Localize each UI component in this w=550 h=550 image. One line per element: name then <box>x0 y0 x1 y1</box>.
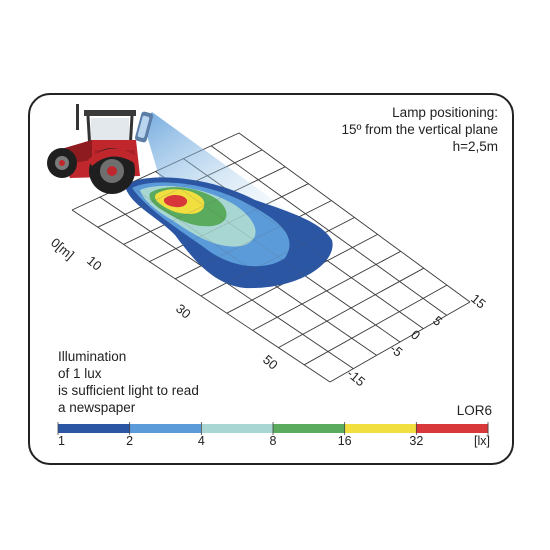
grid-line-transverse <box>226 234 378 314</box>
lateral-tick-15: 15 <box>468 291 489 312</box>
grid-line-transverse <box>149 183 309 262</box>
lux-scale-label: 2 <box>126 434 134 448</box>
lux-scale-segment <box>201 424 274 433</box>
grid-line-longitudinal <box>99 196 354 369</box>
distance-tick-0: 0[m] <box>48 235 77 263</box>
grid-overlay <box>71 132 471 383</box>
lux-scale-segment <box>58 424 131 433</box>
grid-line-longitudinal <box>211 145 447 316</box>
tractor-front-wheel <box>47 148 77 178</box>
lateral-tick-0: 0 <box>408 327 423 343</box>
lux-scale-label: 32 <box>409 434 424 448</box>
grid-line-transverse <box>278 267 425 348</box>
lateral-axis: 15 5 0 -5 -15 <box>344 291 489 390</box>
lux-note: Illumination of 1 lux is sufficient ligh… <box>58 348 199 416</box>
grid-line-transverse <box>252 251 401 331</box>
tractor <box>47 104 154 194</box>
lux-scale-segment <box>344 424 417 433</box>
lux-unit-label: [lx] <box>474 434 490 448</box>
grid-line-longitudinal <box>127 184 377 356</box>
grid-line-longitudinal <box>71 209 331 383</box>
grid-line-transverse <box>329 301 471 383</box>
distance-tick-30: 30 <box>173 301 194 322</box>
model-label: LOR6 <box>456 403 492 418</box>
grid-line-transverse <box>175 200 332 280</box>
grid-line-transverse <box>71 132 240 211</box>
lateral-tick-minus5: -5 <box>387 341 405 360</box>
lux-note-line-2: of 1 lux <box>58 366 102 381</box>
grid-line-longitudinal <box>155 171 401 343</box>
lux-scale-bar <box>57 422 489 435</box>
lux-scale-label: 1 <box>58 434 65 448</box>
lux-scale-label: 16 <box>337 434 352 448</box>
lamp-angle: 15º from the vertical plane <box>341 122 498 137</box>
grid-line-transverse <box>123 166 286 245</box>
lamp-positioning-caption: Lamp positioning: 15º from the vertical … <box>341 104 498 155</box>
lux-scale-label: 8 <box>269 434 277 448</box>
tractor-rear-fender <box>88 148 138 166</box>
grid-line-transverse <box>97 149 263 228</box>
grid-line-longitudinal <box>183 158 424 329</box>
work-lamp <box>134 111 154 143</box>
lux-scale-segment <box>129 424 202 433</box>
lux-scale-segment <box>273 424 346 433</box>
distance-tick-10: 10 <box>84 253 105 274</box>
grid-line-transverse <box>200 217 355 297</box>
distance-tick-50: 50 <box>260 352 281 373</box>
lux-scale-label: 4 <box>197 434 205 448</box>
lux-note-line-3: is sufficient light to read <box>58 383 199 398</box>
grid-line-transverse <box>278 267 424 348</box>
lux-note-line-4: a newspaper <box>58 400 136 415</box>
grid-line-longitudinal <box>238 132 471 303</box>
lamp-height: h=2,5m <box>452 139 498 154</box>
grid-line-transverse <box>71 132 240 211</box>
lux-scale-segment <box>416 424 489 433</box>
grid-line-transverse <box>304 284 448 366</box>
grid-line-transverse <box>303 284 448 366</box>
lateral-tick-minus15: -15 <box>344 366 368 390</box>
grid-line-transverse <box>329 301 471 383</box>
lateral-tick-5: 5 <box>430 313 445 329</box>
isolux-zones <box>125 177 333 289</box>
lamp-positioning-title: Lamp positioning: <box>392 105 498 120</box>
zone-32-lux <box>163 194 188 208</box>
lux-note-line-1: Illumination <box>58 349 127 364</box>
grid-line-transverse <box>252 250 401 331</box>
